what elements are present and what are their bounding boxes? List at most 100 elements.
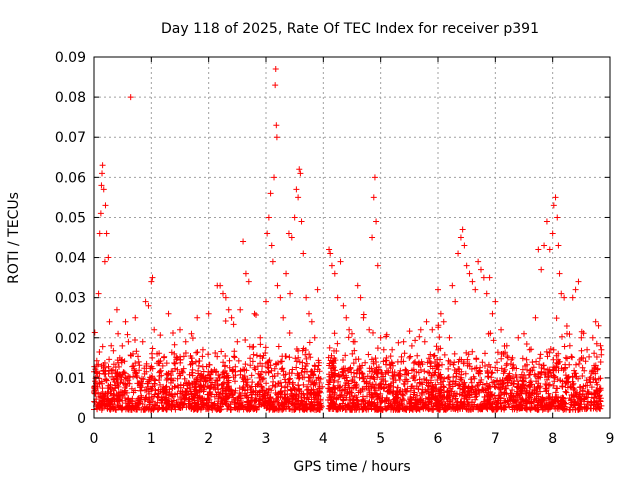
y-tick-label: 0.04	[55, 251, 86, 267]
data-point	[498, 326, 505, 333]
data-point	[535, 246, 542, 253]
y-tick-label: 0.08	[55, 90, 86, 106]
data-point	[463, 262, 470, 269]
axis-ticks: 0 1 2 3 4 5 6 7 8 9 0 0.01 0.02 0.03 0.04 0.05 0.06 0.07 0…	[55, 50, 615, 447]
data-point	[503, 342, 510, 349]
data-point	[486, 274, 493, 281]
data-point	[455, 250, 462, 257]
x-axis-label: GPS time / hours	[293, 459, 410, 475]
data-point	[351, 338, 358, 345]
background-point-cloud	[91, 311, 605, 413]
data-point	[340, 302, 347, 309]
data-point	[366, 326, 373, 333]
data-point	[435, 286, 441, 293]
data-point	[532, 314, 539, 321]
data-point	[274, 282, 281, 289]
data-point	[257, 334, 264, 341]
data-point	[277, 294, 284, 301]
data-point	[389, 346, 396, 353]
data-point	[480, 274, 487, 281]
data-point	[589, 334, 596, 341]
data-point	[188, 330, 195, 337]
data-point	[369, 234, 376, 241]
data-point	[234, 338, 241, 345]
data-point	[291, 214, 298, 221]
data-point	[242, 270, 249, 277]
data-point	[478, 266, 484, 273]
data-point	[93, 362, 100, 369]
data-point	[228, 314, 235, 321]
data-point	[100, 186, 107, 193]
data-point	[566, 342, 573, 349]
data-point	[273, 134, 280, 141]
data-point	[308, 318, 315, 325]
data-point	[103, 230, 110, 237]
data-point	[400, 338, 407, 345]
data-point	[592, 318, 599, 325]
data-point	[148, 278, 155, 285]
data-point	[472, 286, 479, 293]
data-point	[360, 314, 367, 321]
data-point	[264, 230, 271, 237]
data-point	[165, 310, 172, 317]
data-point	[546, 246, 553, 253]
data-point	[303, 294, 310, 301]
data-point	[95, 290, 102, 297]
plot-frame	[93, 56, 611, 419]
data-point	[373, 218, 380, 225]
data-point	[377, 334, 384, 341]
data-point	[564, 330, 570, 337]
data-point	[314, 286, 321, 293]
x-tick-label: 0	[90, 431, 99, 447]
data-point	[96, 230, 103, 237]
data-point	[139, 338, 146, 345]
data-point	[406, 354, 413, 361]
data-point	[394, 358, 401, 365]
data-point	[575, 278, 582, 285]
data-point	[311, 334, 318, 341]
data-point	[182, 338, 189, 345]
data-point	[265, 214, 272, 221]
data-point	[423, 318, 430, 325]
data-point	[552, 194, 559, 201]
data-point	[572, 286, 579, 293]
data-point	[346, 326, 353, 333]
data-point	[287, 290, 294, 297]
data-point	[300, 250, 307, 257]
x-tick-label: 4	[319, 431, 328, 447]
data-point	[489, 310, 496, 317]
data-point	[374, 262, 381, 269]
data-point	[113, 306, 120, 313]
data-point	[515, 334, 522, 341]
y-tick-label: 0.07	[55, 130, 86, 146]
data-point	[108, 342, 115, 349]
data-point	[492, 298, 499, 305]
data-point	[326, 246, 333, 253]
data-point	[343, 314, 350, 321]
data-point	[550, 202, 557, 209]
data-point	[171, 350, 178, 357]
data-point	[101, 258, 108, 265]
x-tick-label: 3	[262, 431, 271, 447]
data-point	[541, 242, 548, 249]
data-point	[469, 278, 476, 285]
data-point	[149, 274, 156, 281]
data-points	[93, 66, 605, 385]
data-point	[556, 270, 563, 277]
data-point	[383, 354, 390, 361]
data-point	[466, 270, 473, 277]
chart-title: Day 118 of 2025, Rate Of TEC Index for r…	[161, 21, 539, 37]
data-point	[199, 346, 206, 353]
data-point	[280, 314, 287, 321]
data-point	[115, 330, 122, 337]
data-point	[349, 330, 355, 337]
data-point	[245, 278, 252, 285]
data-point	[263, 298, 269, 305]
data-point	[549, 230, 556, 237]
data-point	[271, 174, 278, 181]
data-point	[526, 346, 533, 353]
data-point	[99, 162, 106, 169]
data-point	[145, 302, 152, 309]
y-tick-label: 0.05	[55, 210, 86, 226]
